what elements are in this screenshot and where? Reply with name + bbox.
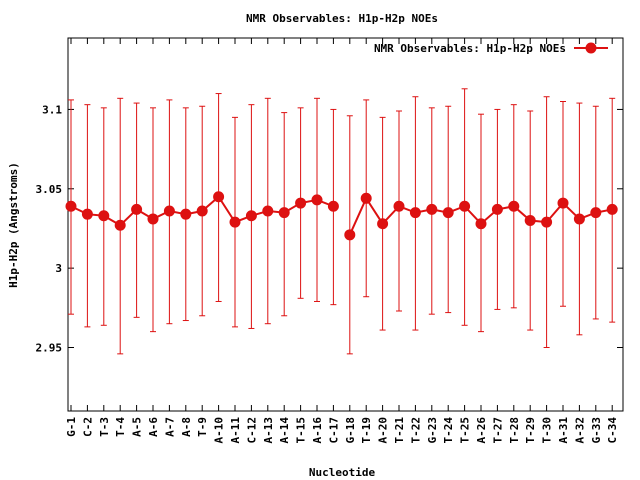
x-tick-label: T-9 [196,417,209,437]
x-tick-label: A-26 [475,417,488,444]
legend-marker-swatch [585,42,597,54]
data-point [393,200,405,212]
data-point [573,213,585,225]
data-point [98,210,110,222]
x-tick-label: T-19 [360,417,373,444]
y-axis: 2.95 3 3.05 3.1 [36,103,623,355]
data-point [409,207,421,219]
data-point [475,218,487,230]
x-tick-label: A-10 [213,417,226,444]
x-tick-label: A-5 [131,417,144,437]
data-point [360,192,372,204]
x-tick-label: T-27 [491,417,504,444]
x-tick-label: C-2 [81,417,94,437]
x-axis-label: Nucleotide [309,466,376,479]
x-tick-label: A-13 [262,417,275,444]
data-point [541,216,553,228]
y-tick-label: 2.95 [36,342,63,355]
data-point [163,205,175,217]
x-tick-label: A-7 [163,417,176,437]
data-point [147,213,159,225]
data-point [196,205,208,217]
data-point [590,207,602,219]
data-point [131,203,143,215]
x-tick-label: C-34 [606,417,619,444]
x-tick-label: T-29 [524,417,537,444]
data-point [262,205,274,217]
data-point [442,207,454,219]
x-tick-label: G-18 [344,417,357,444]
x-tick-label: T-25 [459,417,472,444]
x-tick-label: A-16 [311,417,324,444]
x-tick-label: T-3 [98,417,111,437]
x-tick-label: T-30 [541,417,554,444]
x-tick-label: A-8 [180,417,193,437]
x-tick-label: A-32 [573,417,586,444]
x-tick-label: T-28 [508,417,521,444]
legend: NMR Observables: H1p-H2p NOEs [374,42,608,55]
x-tick-label: T-4 [114,417,127,437]
data-point [213,191,225,203]
x-tick-label: A-6 [147,417,160,437]
data-point [245,210,257,222]
data-point [295,197,307,209]
data-point [344,229,356,241]
data-point [311,194,323,206]
data-point [426,203,438,215]
data-point [327,200,339,212]
data-point [377,218,389,230]
data-point [606,203,618,215]
data-point [278,207,290,219]
x-tick-label: A-20 [377,417,390,444]
series-layer [65,88,618,355]
y-tick-label: 3 [55,262,62,275]
y-tick-label: 3.05 [36,183,63,196]
x-tick-label: G-23 [426,417,439,444]
plot-frame [67,37,624,412]
data-point [459,200,471,212]
x-tick-label: A-14 [278,417,291,444]
data-point [524,215,536,227]
x-tick-label: G-1 [65,417,78,437]
x-tick-label: T-22 [409,417,422,444]
y-axis-label: H1p-H2p (Angstroms) [7,162,20,288]
chart-title: NMR Observables: H1p-H2p NOEs [246,12,438,25]
x-axis: G-1 C-2 T-3 T-4 A-5 A-6 A-7 A-8 T-9 A-10 A-11 C-12 A… [65,38,619,444]
data-point [114,219,126,231]
data-point [491,203,503,215]
x-tick-label: C-12 [245,417,258,444]
data-point [229,216,241,228]
y-tick-label: 3.1 [42,103,62,116]
x-tick-label: G-33 [590,417,603,444]
legend-label: NMR Observables: H1p-H2p NOEs [374,42,566,55]
x-tick-label: T-24 [442,417,455,444]
x-tick-label: A-31 [557,417,570,444]
x-tick-label: A-11 [229,417,242,444]
data-point [557,197,569,209]
x-tick-label: C-17 [327,417,340,444]
data-point [508,200,520,212]
x-tick-label: T-21 [393,417,406,444]
x-tick-label: T-15 [295,417,308,444]
data-point [81,208,93,220]
data-point [65,200,77,212]
data-point [180,208,192,220]
